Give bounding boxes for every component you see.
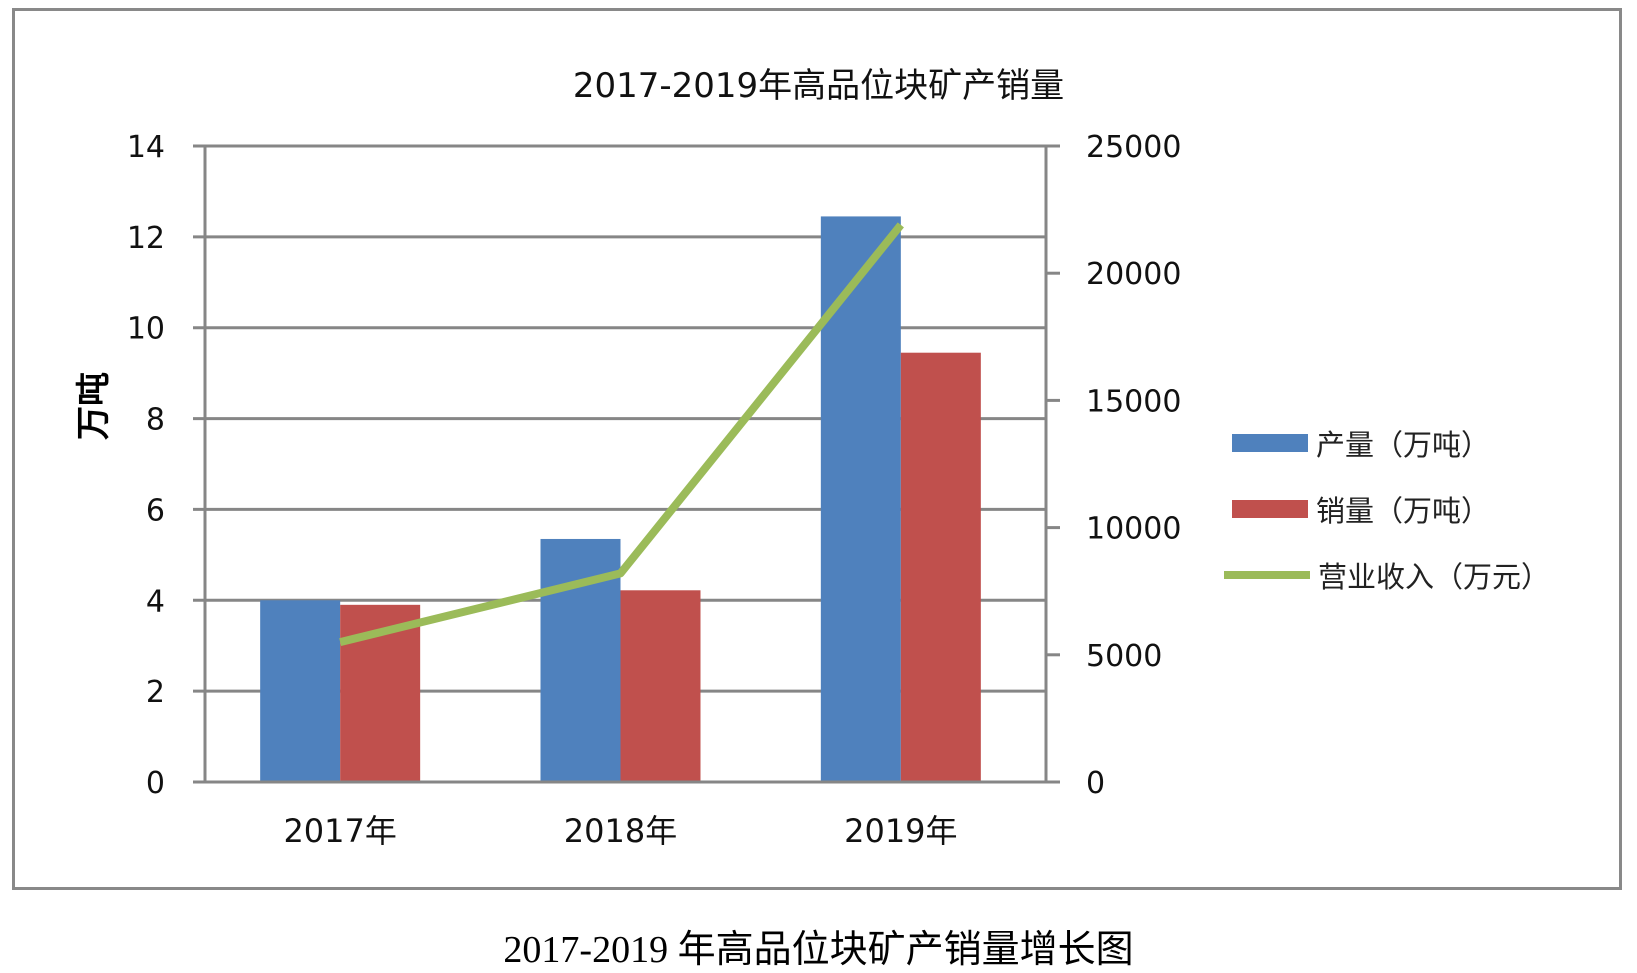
y-tick-label: 10: [127, 312, 165, 347]
y-tick-label: 12: [127, 221, 165, 256]
x-category-label: 2019年: [844, 812, 957, 850]
bar: [820, 216, 901, 782]
chart-title: 2017-2019年高品位块矿产销量: [572, 66, 1065, 106]
y-tick-label: 8: [146, 403, 165, 438]
y-right-tick-label: 25000: [1086, 130, 1181, 165]
legend-label: 销量（万吨）: [1316, 494, 1491, 528]
legend-label: 营业收入（万元）: [1318, 560, 1551, 594]
bar: [260, 600, 341, 782]
figure-caption: 2017-2019 年高品位块矿产销量增长图: [503, 929, 1134, 971]
y-right-tick-label: 15000: [1086, 384, 1181, 419]
legend-item-sales: 销量（万吨）: [1232, 476, 1550, 542]
bar: [900, 352, 981, 782]
y-right-tick-label: 10000: [1086, 512, 1181, 547]
bar: [620, 590, 701, 782]
y-right-tick-label: 0: [1086, 766, 1105, 801]
legend-item-revenue: 营业收入（万元）: [1224, 542, 1551, 608]
legend-swatch-revenue: [1224, 571, 1310, 579]
legend-item-production: 产量（万吨）: [1232, 410, 1550, 476]
y-tick-label: 4: [146, 584, 165, 619]
x-category-label: 2017年: [283, 812, 396, 850]
y-right-tick-label: 5000: [1086, 639, 1162, 674]
legend: 产量（万吨） 销量（万吨） 营业收入（万元）: [1224, 410, 1551, 608]
legend-label: 产量（万吨）: [1316, 428, 1491, 462]
y-right-tick-label: 20000: [1086, 257, 1181, 292]
legend-swatch-production: [1232, 434, 1308, 452]
y-tick-label: 6: [146, 493, 165, 528]
legend-swatch-sales: [1232, 500, 1308, 518]
y-tick-label: 14: [127, 130, 165, 165]
y-tick-label: 2: [146, 675, 165, 710]
revenue-line: [339, 222, 904, 646]
y-tick-label: 0: [146, 766, 165, 801]
x-category-label: 2018年: [564, 812, 677, 850]
